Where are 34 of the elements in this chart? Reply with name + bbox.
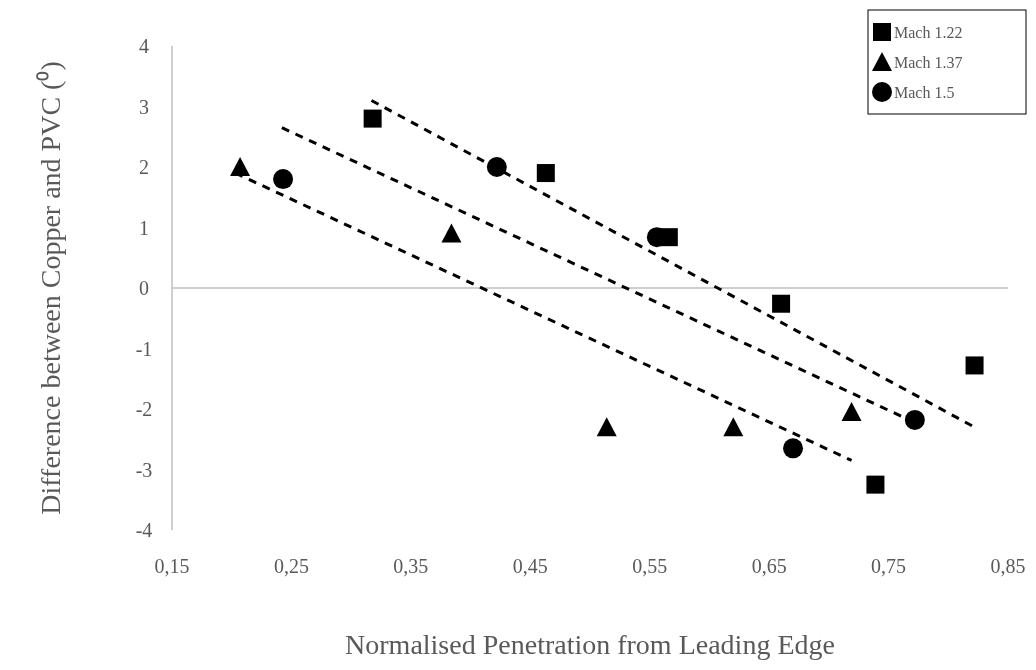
y-tick-label: -1 bbox=[135, 337, 153, 360]
point bbox=[841, 402, 862, 422]
y-tick-label: 0 bbox=[139, 277, 149, 299]
x-tick-label: 0,85 bbox=[990, 555, 1026, 577]
legend-label: Mach 1.5 bbox=[894, 83, 955, 101]
x-tick-label: 0,55 bbox=[632, 555, 668, 577]
y-tick-label: -3 bbox=[135, 458, 153, 481]
point bbox=[965, 356, 984, 375]
point bbox=[723, 417, 744, 437]
point bbox=[772, 294, 791, 313]
point bbox=[536, 164, 555, 183]
point bbox=[441, 223, 462, 243]
point bbox=[363, 109, 382, 128]
x-tick-label: 0,75 bbox=[871, 555, 907, 577]
y-tick-label: 1 bbox=[139, 216, 149, 239]
y-axis-title: Difference between Copper and PVC (⁰) bbox=[35, 61, 66, 515]
x-axis-title: Normalised Penetration from Leading Edge bbox=[345, 629, 835, 660]
point bbox=[866, 475, 885, 494]
point bbox=[904, 409, 925, 430]
point bbox=[273, 169, 294, 190]
point bbox=[783, 438, 804, 459]
y-tick-label: 3 bbox=[139, 95, 149, 118]
legend-label: Mach 1.22 bbox=[894, 23, 963, 41]
point bbox=[596, 417, 617, 437]
y-tick-label: 2 bbox=[139, 156, 149, 178]
x-tick-label: 0,35 bbox=[393, 555, 429, 577]
x-tick-label: 0,45 bbox=[512, 555, 548, 577]
y-tick-label: -4 bbox=[135, 519, 153, 541]
y-tick-label: -2 bbox=[135, 398, 153, 420]
legend-label: Mach 1.37 bbox=[894, 53, 963, 71]
x-tick-label: 0,25 bbox=[273, 555, 309, 577]
x-tick-label: 0,65 bbox=[751, 555, 787, 577]
x-tick-label: 0,15 bbox=[154, 555, 190, 577]
y-tick-label: 4 bbox=[139, 35, 149, 57]
